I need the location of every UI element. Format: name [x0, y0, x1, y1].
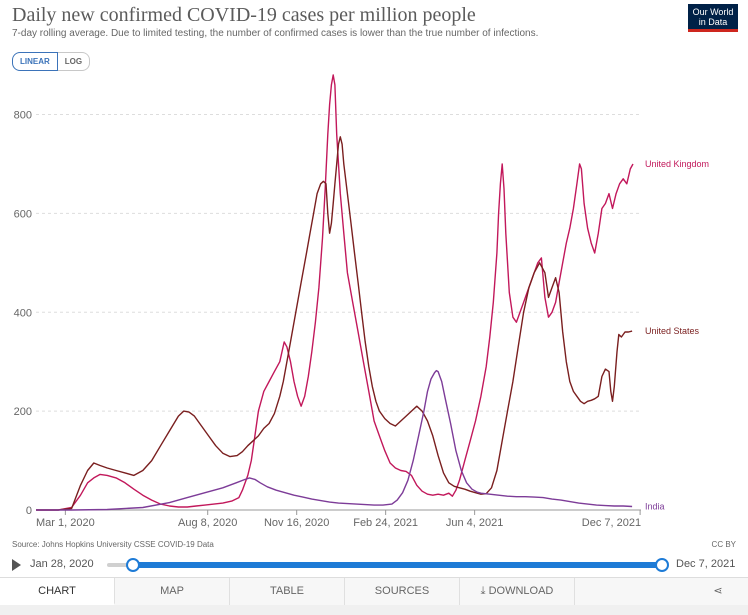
- share-icon: ⋖: [713, 585, 723, 597]
- series-line-india: [36, 369, 633, 511]
- scale-log-button[interactable]: LOG: [57, 52, 91, 71]
- x-tick-label: Jun 4, 2021: [446, 517, 504, 529]
- timeline-range: [134, 562, 662, 568]
- tab-bar: CHART MAP TABLE SOURCES ⤓ DOWNLOAD ⋖: [0, 577, 748, 605]
- series-line-united-states: [36, 136, 633, 511]
- timeline: Jan 28, 2020 Dec 7, 2021: [12, 555, 740, 575]
- tab-map[interactable]: MAP: [115, 578, 230, 605]
- tab-chart[interactable]: CHART: [0, 578, 115, 605]
- y-tick-label: 600: [14, 208, 32, 220]
- timeline-end-date: Dec 7, 2021: [676, 558, 736, 570]
- license-link[interactable]: CC BY: [711, 540, 736, 549]
- series-label-united-kingdom: United Kingdom: [645, 159, 709, 169]
- x-tick-label: Aug 8, 2020: [178, 517, 237, 529]
- scale-linear-button[interactable]: LINEAR: [12, 52, 58, 71]
- timeline-end-handle[interactable]: [655, 558, 669, 572]
- chart-subtitle: 7-day rolling average. Due to limited te…: [12, 28, 539, 39]
- y-tick-label: 400: [14, 307, 32, 319]
- tab-sources[interactable]: SOURCES: [345, 578, 460, 605]
- x-tick-label: Nov 16, 2020: [264, 517, 329, 529]
- share-button[interactable]: ⋖: [688, 578, 748, 605]
- y-tick-label: 200: [14, 406, 32, 418]
- x-tick-label: Mar 1, 2020: [36, 517, 95, 529]
- series-label-united-states: United States: [645, 326, 700, 336]
- bottom-strip: [0, 605, 748, 615]
- y-tick-label: 800: [14, 110, 32, 122]
- download-icon: ⤓: [480, 585, 489, 597]
- timeline-start-date: Jan 28, 2020: [30, 558, 94, 570]
- line-chart: 0 200 400 600 800 Mar 1, 2020 Aug 8, 2020 Nov 1…: [14, 74, 709, 529]
- owid-logo[interactable]: Our World in Data: [688, 4, 738, 32]
- source-note[interactable]: Source: Johns Hopkins University CSSE CO…: [12, 540, 214, 549]
- timeline-start-handle[interactable]: [126, 558, 140, 572]
- series-label-india: India: [645, 502, 665, 512]
- tab-download[interactable]: ⤓ DOWNLOAD: [460, 578, 575, 605]
- chart-title: Daily new confirmed COVID-19 cases per m…: [12, 4, 476, 26]
- tab-table[interactable]: TABLE: [230, 578, 345, 605]
- scale-toggle: LINEAR LOG: [12, 52, 91, 71]
- x-tick-label: Feb 24, 2021: [353, 517, 418, 529]
- y-tick-label: 0: [26, 505, 32, 517]
- series-line-united-kingdom: [36, 74, 634, 511]
- tab-download-label: DOWNLOAD: [488, 585, 554, 597]
- play-icon[interactable]: [12, 559, 21, 571]
- x-tick-label: Dec 7, 2021: [582, 517, 641, 529]
